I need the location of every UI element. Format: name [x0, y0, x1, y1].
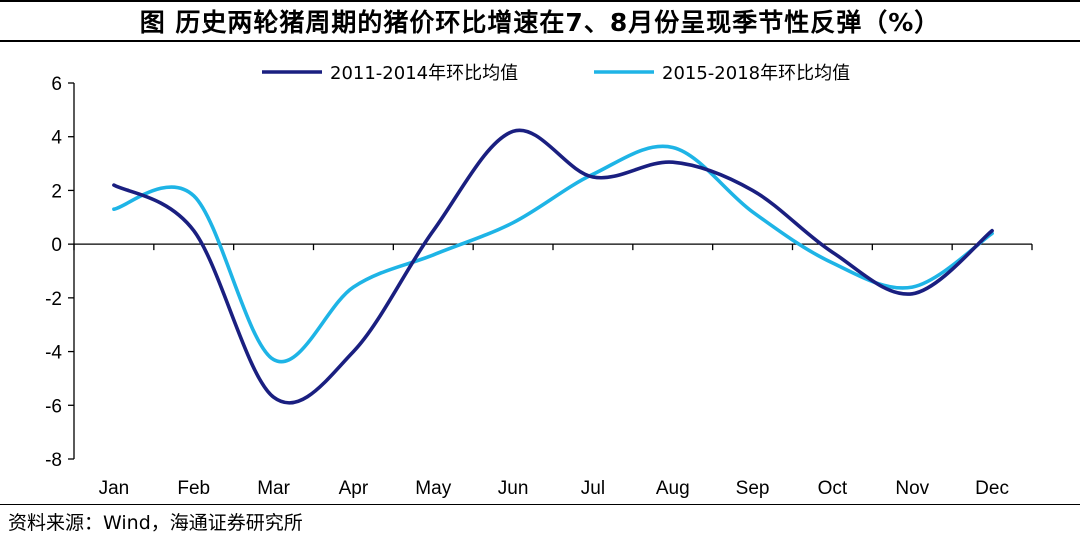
legend: 2011-2014年环比均值 2015-2018年环比均值 [262, 63, 850, 84]
series-layer [112, 128, 994, 405]
y-tick-label: -6 [45, 396, 62, 417]
x-tick-label: Dec [975, 478, 1009, 499]
x-tick-label: Feb [177, 478, 210, 499]
source-note: 资料来源：Wind，海通证券研究所 [8, 512, 303, 534]
x-tick-label: Nov [895, 478, 929, 499]
bottom-divider [0, 504, 1080, 505]
x-tick-label: May [415, 478, 451, 499]
x-tick-label: Apr [339, 478, 369, 499]
y-tick-label: -2 [45, 289, 62, 310]
y-tick-label: -4 [45, 343, 62, 364]
y-tick-label: 4 [51, 128, 62, 149]
x-tick-label: Aug [656, 478, 690, 499]
y-tick-label: 0 [51, 235, 62, 256]
y-tick-label: 2 [51, 181, 62, 202]
y-tick-label: 6 [51, 74, 62, 95]
legend-label-2: 2015-2018年环比均值 [662, 63, 850, 84]
x-tick-label: Jan [99, 478, 130, 499]
chart-title: 图 历史两轮猪周期的猪价环比增速在7、8月份呈现季节性反弹（%） [139, 8, 941, 37]
title-bar: 图 历史两轮猪周期的猪价环比增速在7、8月份呈现季节性反弹（%） [0, 0, 1080, 42]
x-tick-label: Oct [818, 478, 848, 499]
x-tick-label: Jun [498, 478, 529, 499]
series-line-1 [112, 128, 994, 405]
x-tick-label: Sep [736, 478, 770, 499]
x-tick-label: Mar [257, 478, 290, 499]
x-tick-label: Jul [581, 478, 605, 499]
legend-label-1: 2011-2014年环比均值 [330, 63, 518, 84]
axes: 6 4 2 0 -2 -4 -6 -8 Jan Feb Mar Apr May Jun Jul Aug Sep O… [45, 74, 1033, 499]
series-line-2 [112, 144, 994, 364]
y-tick-label: -8 [45, 450, 62, 471]
